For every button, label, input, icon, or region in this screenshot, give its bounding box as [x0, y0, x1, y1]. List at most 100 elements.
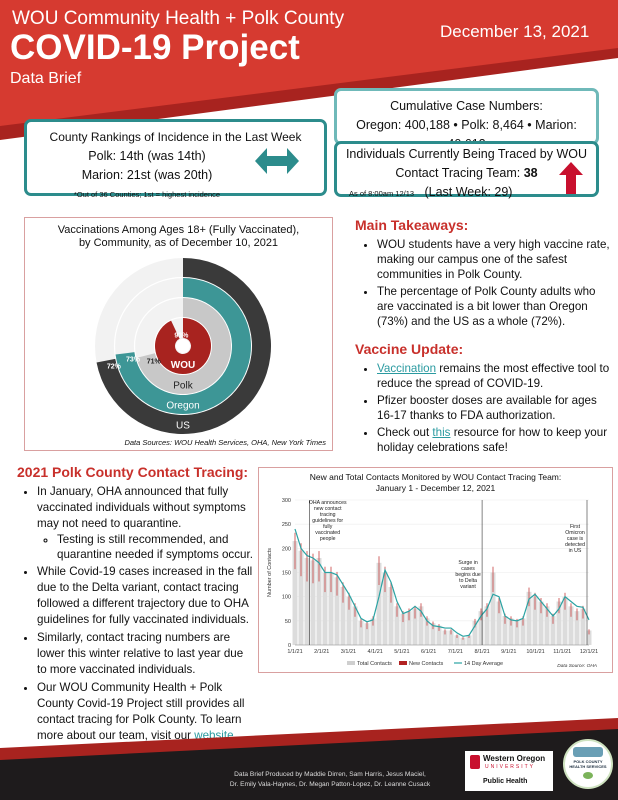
tracing-item: Similarly, contact tracing numbers are l…	[37, 630, 253, 678]
new-contacts-bar	[306, 551, 308, 582]
vaccine-heading: Vaccine Update:	[355, 341, 464, 357]
total-contacts-bar	[544, 606, 550, 645]
new-contacts-bar	[438, 624, 440, 631]
total-contacts-bar	[460, 637, 466, 645]
new-contacts-bar	[570, 603, 572, 617]
total-contacts-bar	[394, 606, 400, 645]
tracing-item-end: .	[233, 729, 237, 742]
total-contacts-bar	[418, 606, 424, 645]
x-tick-label: 5/1/21	[394, 649, 409, 655]
new-contacts-bar	[492, 566, 494, 593]
total-contacts-bar	[448, 630, 454, 645]
holiday-resource-link[interactable]: this	[432, 426, 451, 439]
total-contacts-bar	[364, 623, 370, 645]
total-contacts-bar	[502, 616, 508, 645]
currently-traced-box: Individuals Currently Being Traced by WO…	[334, 141, 599, 199]
takeaways-heading: Main Takeaways:	[355, 217, 469, 233]
total-contacts-bar	[454, 635, 460, 645]
x-tick-label: 6/1/21	[421, 649, 436, 655]
contacts-chart-title: New and Total Contacts Monitored by WOU …	[309, 472, 562, 482]
total-contacts-bar	[340, 587, 346, 645]
new-contacts-bar	[414, 605, 416, 619]
up-arrow-icon	[559, 162, 583, 194]
total-contacts-bar	[580, 608, 586, 645]
ring-category-label: WOU	[171, 360, 195, 371]
wou-logo-name: Western Oregon	[483, 754, 546, 763]
y-tick-label: 200	[282, 546, 291, 552]
new-contacts-bar	[552, 613, 554, 624]
rankings-polk: Polk: 14th (was 14th)	[88, 149, 206, 163]
total-contacts-bar	[334, 577, 340, 645]
footer-credits: Data Brief Produced by Maddie Dirren, Sa…	[180, 770, 480, 790]
total-contacts-bar	[298, 550, 304, 645]
x-tick-label: 4/1/21	[368, 649, 383, 655]
total-contacts-bar	[388, 587, 394, 645]
ring-percent-label: 71%	[147, 359, 162, 366]
takeaway-item: The percentage of Polk County adults who…	[377, 284, 613, 329]
total-contacts-bar	[550, 616, 556, 645]
y-tick-label: 250	[282, 522, 291, 528]
total-contacts-bar	[376, 562, 382, 645]
total-contacts-bar	[514, 620, 520, 645]
new-contacts-bar	[396, 603, 398, 617]
total-contacts-bar	[508, 618, 514, 645]
ring-percent-label: 93%	[174, 333, 189, 340]
header-banner	[0, 0, 618, 140]
vaccine-item-text: resource for how to keep your holiday ce…	[377, 426, 608, 454]
avg-14-day-line	[294, 528, 590, 637]
header-date: December 13, 2021	[440, 22, 590, 41]
new-contacts-bar	[528, 587, 530, 607]
total-contacts-bar	[352, 606, 358, 645]
annotation-text: First Omicron case is detected in US	[565, 524, 585, 554]
total-contacts-bar	[322, 572, 328, 645]
y-tick-label: 0	[288, 643, 291, 649]
total-contacts-bar	[472, 620, 478, 645]
new-contacts-bar	[588, 629, 590, 635]
x-tick-label: 12/1/21	[580, 649, 598, 655]
total-contacts-bar	[562, 596, 568, 645]
x-tick-label: 1/1/21	[287, 649, 302, 655]
total-contacts-bar	[406, 611, 412, 645]
vax-chart-source: Data Sources: WOU Health Services, OHA, …	[124, 438, 326, 447]
total-contacts-bar	[526, 591, 532, 645]
ring-category-label: US	[176, 421, 190, 432]
tracing-last-week: (Last Week: 29)	[424, 185, 513, 199]
tracing-count: 38	[523, 166, 538, 180]
x-tick-label: 7/1/21	[448, 649, 463, 655]
polk-county-health-logo: POLK COUNTY HEALTH SERVICES	[563, 739, 613, 789]
new-contacts-bar	[342, 582, 344, 603]
ring-percent-label: 73%	[126, 356, 141, 363]
x-tick-label: 11/1/21	[553, 649, 571, 655]
polk-logo-landscape-icon	[573, 747, 603, 757]
ring-category-label: Oregon	[166, 401, 199, 412]
total-contacts-bar	[568, 606, 574, 645]
rankings-note: *Out of 36 Counties; 1st = highest incid…	[73, 190, 221, 199]
footer-banner	[0, 718, 618, 800]
chart-source: Data Source: OHA	[557, 663, 597, 669]
cumulative-cases-box: Cumulative Case Numbers: Oregon: 400,188…	[334, 88, 599, 151]
new-contacts-bar	[558, 598, 560, 614]
vaccine-item-text: remains the most effective tool to reduc…	[377, 362, 610, 390]
new-contacts-bar	[384, 566, 386, 593]
total-contacts-bar	[304, 558, 310, 645]
legend-label: Total Contacts	[357, 661, 392, 667]
credits-line: Dr. Emily Vala-Haynes, Dr. Megan Patton-…	[229, 781, 431, 788]
y-tick-label: 50	[285, 619, 291, 625]
new-contacts-bar	[468, 634, 470, 638]
total-contacts-bar	[586, 630, 592, 645]
new-contacts-bar	[378, 556, 380, 586]
vaccination-link[interactable]: Vaccination	[377, 362, 437, 375]
vaccination-chart: Vaccinations Among Ages 18+ (Fully Vacci…	[24, 217, 333, 451]
total-contacts-bar	[346, 596, 352, 645]
y-tick-label: 150	[282, 571, 291, 577]
contacts-chart-subtitle: January 1 - December 12, 2021	[375, 483, 496, 493]
total-contacts-bar	[430, 623, 436, 645]
vaccine-update: Vaccine Update: Vaccination remains the …	[355, 341, 613, 457]
total-contacts-bar	[466, 635, 472, 645]
new-contacts-bar	[576, 608, 578, 621]
new-contacts-bar	[408, 608, 410, 621]
legend-swatch	[347, 661, 355, 665]
ring-divider	[133, 296, 233, 396]
x-tick-label: 3/1/21	[341, 649, 356, 655]
y-tick-label: 100	[282, 595, 291, 601]
